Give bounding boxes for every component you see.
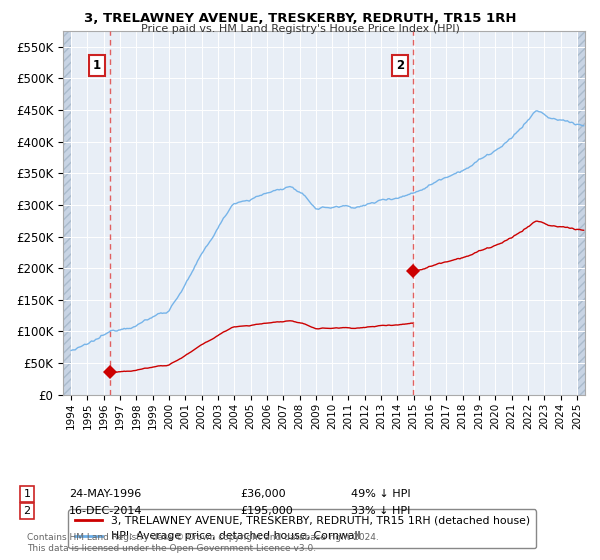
- Legend: 3, TRELAWNEY AVENUE, TRESKERBY, REDRUTH, TR15 1RH (detached house), HPI: Average: 3, TRELAWNEY AVENUE, TRESKERBY, REDRUTH,…: [68, 510, 536, 548]
- Text: Contains HM Land Registry data © Crown copyright and database right 2024.
This d: Contains HM Land Registry data © Crown c…: [27, 533, 379, 553]
- Text: 2: 2: [396, 59, 404, 72]
- Text: 24-MAY-1996: 24-MAY-1996: [69, 489, 141, 499]
- Bar: [577, 31, 585, 395]
- Text: 16-DEC-2014: 16-DEC-2014: [69, 506, 143, 516]
- Text: Price paid vs. HM Land Registry's House Price Index (HPI): Price paid vs. HM Land Registry's House …: [140, 24, 460, 34]
- Text: 3, TRELAWNEY AVENUE, TRESKERBY, REDRUTH, TR15 1RH: 3, TRELAWNEY AVENUE, TRESKERBY, REDRUTH,…: [84, 12, 516, 25]
- Bar: [63, 31, 71, 395]
- Text: 1: 1: [93, 59, 101, 72]
- Text: 33% ↓ HPI: 33% ↓ HPI: [351, 506, 410, 516]
- Text: £195,000: £195,000: [240, 506, 293, 516]
- Text: 2: 2: [23, 506, 31, 516]
- Text: 1: 1: [23, 489, 31, 499]
- Text: £36,000: £36,000: [240, 489, 286, 499]
- Text: 49% ↓ HPI: 49% ↓ HPI: [351, 489, 410, 499]
